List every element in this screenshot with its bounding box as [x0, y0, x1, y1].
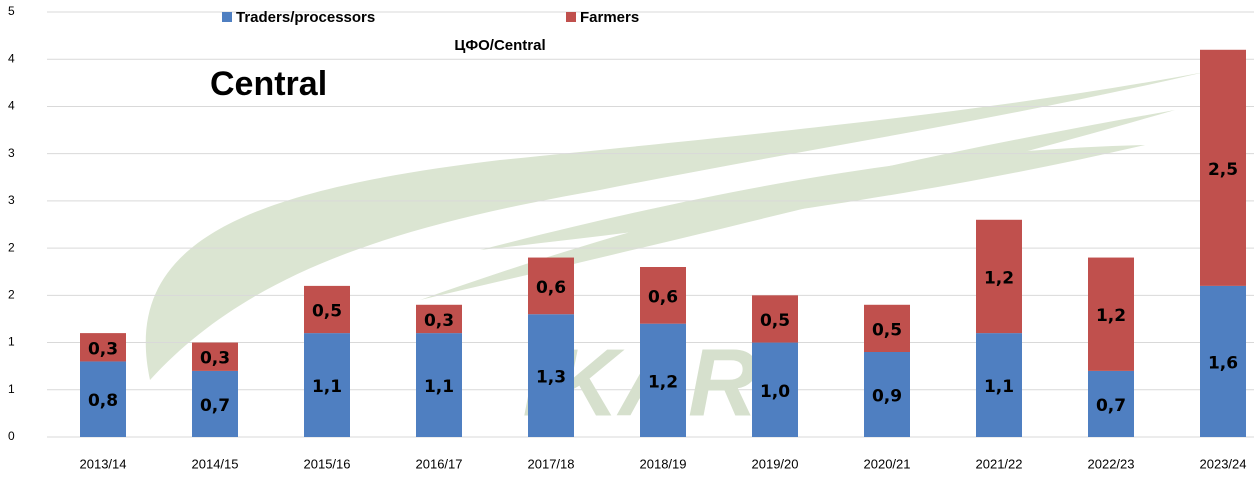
- value-label: 1,6: [1208, 353, 1238, 373]
- y-tick-label: 3: [8, 146, 15, 160]
- x-tick-label: 2013/14: [80, 456, 127, 471]
- value-label: 0,6: [648, 287, 678, 307]
- value-label: 0,7: [1096, 396, 1126, 416]
- legend-label: Traders/processors: [236, 9, 375, 26]
- value-label: 1,0: [760, 382, 790, 402]
- value-label: 0,5: [312, 302, 342, 322]
- x-tick-label: 2014/15: [192, 456, 239, 471]
- x-tick-label: 2021/22: [976, 456, 1023, 471]
- legend-swatch: [222, 12, 232, 22]
- value-label: 0,3: [424, 311, 454, 331]
- x-tick-label: 2022/23: [1088, 456, 1135, 471]
- value-label: 0,3: [200, 349, 230, 369]
- y-tick-label: 4: [8, 51, 15, 65]
- value-label: 0,3: [88, 339, 118, 359]
- y-tick-label: 0: [8, 429, 15, 443]
- value-label: 1,1: [984, 377, 1014, 397]
- y-tick-label: 1: [8, 335, 15, 349]
- y-tick-label: 3: [8, 193, 15, 207]
- chart: IKAR 0,80,30,70,31,10,51,10,31,30,61,20,…: [0, 0, 1254, 490]
- y-tick-label: 5: [8, 4, 15, 18]
- y-tick-label: 2: [8, 288, 15, 302]
- value-label: 1,2: [648, 372, 678, 392]
- y-tick-label: 1: [8, 382, 15, 396]
- value-label: 0,7: [200, 396, 230, 416]
- value-label: 0,8: [88, 391, 118, 411]
- x-tick-label: 2019/20: [752, 456, 799, 471]
- x-tick-label: 2018/19: [640, 456, 687, 471]
- value-label: 2,5: [1208, 160, 1238, 180]
- x-tick-label: 2017/18: [528, 456, 575, 471]
- y-tick-label: 2: [8, 240, 15, 254]
- value-label: 1,1: [312, 377, 342, 397]
- value-label: 1,2: [984, 268, 1014, 288]
- y-tick-label: 4: [8, 99, 15, 113]
- legend-label: Farmers: [580, 9, 639, 26]
- value-label: 1,2: [1096, 306, 1126, 326]
- x-tick-label: 2016/17: [416, 456, 463, 471]
- value-label: 0,5: [760, 311, 790, 331]
- value-label: 0,9: [872, 387, 902, 407]
- value-label: 1,3: [536, 368, 566, 388]
- x-tick-label: 2023/24: [1200, 456, 1247, 471]
- value-label: 0,6: [536, 278, 566, 298]
- annotation: Central: [210, 65, 327, 103]
- legend-swatch: [566, 12, 576, 22]
- x-tick-label: 2015/16: [304, 456, 351, 471]
- chart-title: ЦФО/Central: [454, 37, 545, 54]
- value-label: 0,5: [872, 320, 902, 340]
- value-label: 1,1: [424, 377, 454, 397]
- x-tick-label: 2020/21: [864, 456, 911, 471]
